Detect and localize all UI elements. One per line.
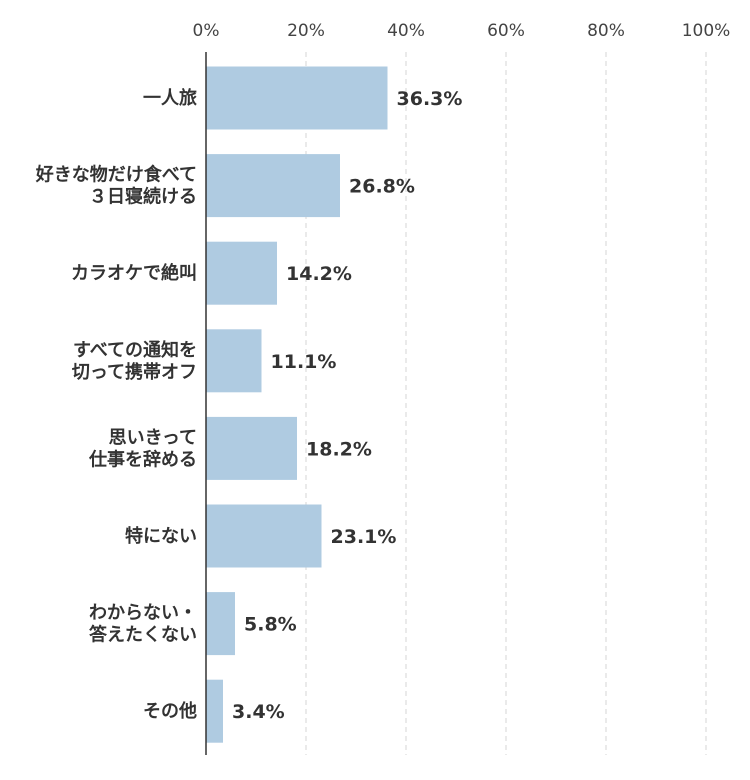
value-label: 14.2% bbox=[286, 263, 352, 285]
x-tick-label: 0% bbox=[193, 21, 220, 41]
category-label-line: ３日寝続ける bbox=[89, 186, 197, 208]
category-label-line: 特にない bbox=[125, 525, 197, 547]
category-label-line: 答えたくない bbox=[89, 624, 197, 646]
bar bbox=[206, 504, 322, 568]
x-tick-label: 80% bbox=[587, 21, 625, 41]
category-label: カラオケで絶叫 bbox=[71, 262, 197, 284]
value-label: 3.4% bbox=[232, 701, 285, 723]
category-label-line: すべての通知を bbox=[73, 339, 197, 361]
category-label: すべての通知を切って携帯オフ bbox=[72, 339, 197, 383]
x-axis-ticks: 0% 20% 40% 60% 80% 100% bbox=[193, 21, 731, 41]
bar bbox=[206, 329, 262, 393]
category-label-line: 一人旅 bbox=[143, 87, 197, 109]
category-label-line: その他 bbox=[143, 700, 197, 722]
bars bbox=[206, 66, 388, 743]
bar bbox=[206, 679, 223, 743]
value-label: 5.8% bbox=[244, 614, 297, 636]
category-label: わからない・答えたくない bbox=[89, 603, 197, 646]
x-tick-label: 40% bbox=[387, 21, 425, 41]
value-label: 23.1% bbox=[331, 526, 397, 548]
bar bbox=[206, 416, 297, 480]
x-tick-label: 100% bbox=[682, 21, 731, 41]
value-label: 18.2% bbox=[306, 438, 372, 460]
bar bbox=[206, 241, 277, 305]
gridlines bbox=[305, 52, 707, 755]
category-label: 好きな物だけ食べて３日寝続ける bbox=[35, 164, 197, 208]
category-label: 特にない bbox=[125, 525, 197, 547]
bar bbox=[206, 592, 235, 656]
bar bbox=[206, 66, 388, 130]
category-label: 一人旅 bbox=[143, 87, 197, 109]
category-label-line: カラオケで絶叫 bbox=[71, 262, 197, 284]
category-label: その他 bbox=[143, 700, 197, 722]
bar bbox=[206, 154, 340, 218]
value-label: 36.3% bbox=[397, 88, 463, 110]
category-label-line: 好きな物だけ食べて bbox=[35, 164, 197, 186]
value-label: 26.8% bbox=[349, 176, 415, 198]
x-tick-label: 20% bbox=[287, 21, 325, 41]
category-label-line: 切って携帯オフ bbox=[72, 361, 197, 383]
value-label: 11.1% bbox=[271, 351, 337, 373]
category-label-line: 思いきって bbox=[109, 427, 197, 448]
category-labels: 一人旅好きな物だけ食べて３日寝続けるカラオケで絶叫すべての通知を切って携帯オフ思… bbox=[35, 87, 197, 722]
category-label-line: 仕事を辞める bbox=[88, 448, 197, 470]
value-labels: 36.3% 26.8% 14.2% 11.1% 18.2% 23.1% 5.8% 3.4% bbox=[232, 88, 462, 723]
category-label: 思いきって仕事を辞める bbox=[88, 427, 197, 470]
x-tick-label: 60% bbox=[487, 21, 525, 41]
category-label-line: わからない・ bbox=[89, 603, 197, 624]
